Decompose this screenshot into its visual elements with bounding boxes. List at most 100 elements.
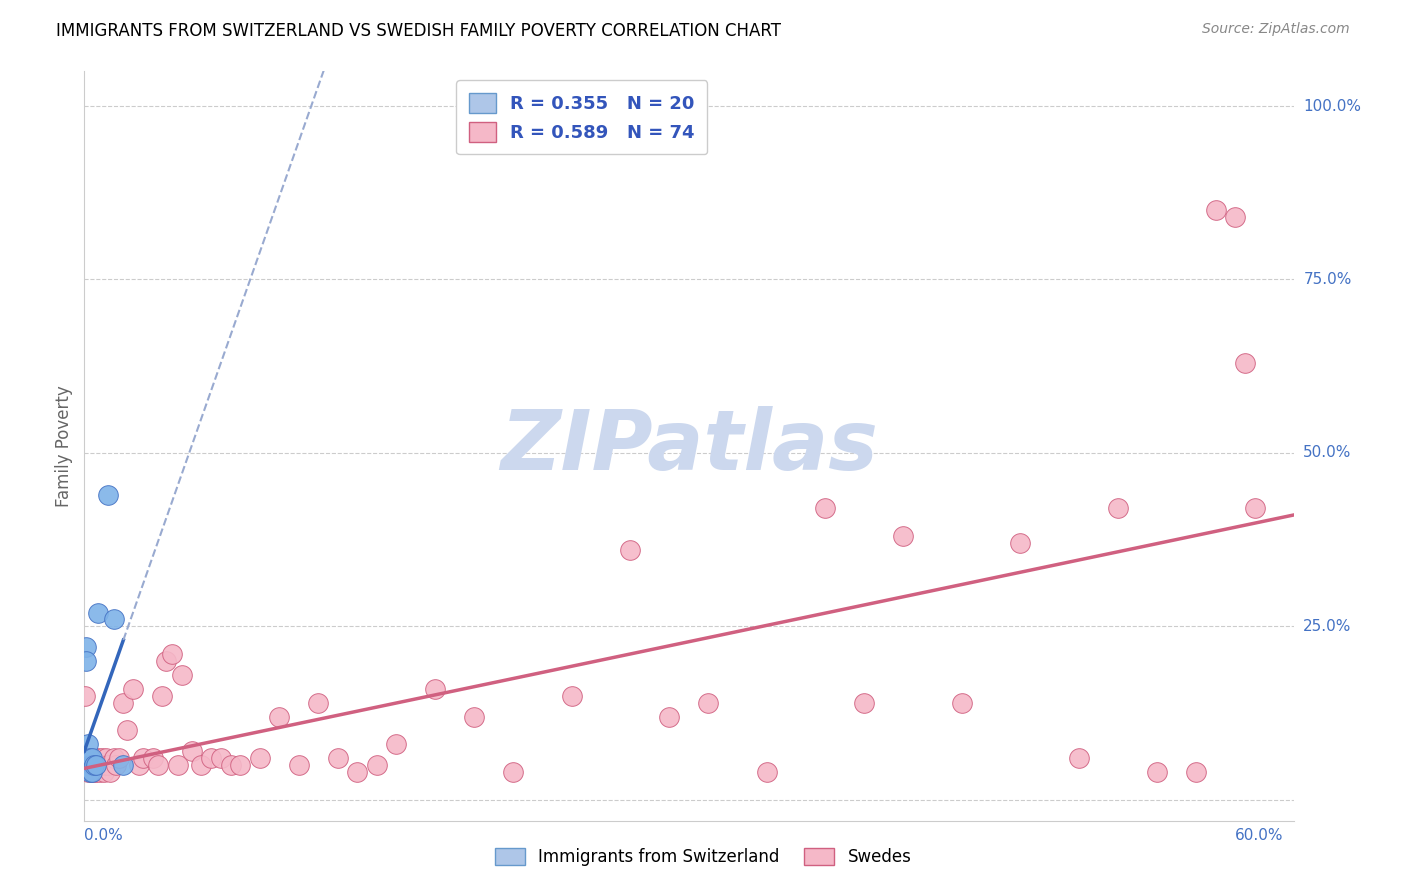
Point [77, 758, 100, 772]
Point [619, 543, 641, 558]
Point [1067, 751, 1090, 765]
Point [77, 751, 100, 765]
Point [79, 751, 101, 765]
Point [83, 758, 105, 772]
Point [200, 751, 222, 765]
Point [83, 751, 105, 765]
Text: 50.0%: 50.0% [1303, 445, 1351, 460]
Point [82, 751, 104, 765]
Point [117, 723, 139, 738]
Point [84, 758, 107, 772]
Point [75, 689, 97, 703]
Text: IMMIGRANTS FROM SWITZERLAND VS SWEDISH FAMILY POVERTY CORRELATION CHART: IMMIGRANTS FROM SWITZERLAND VS SWEDISH F… [56, 22, 782, 40]
Point [366, 758, 388, 772]
Point [79, 758, 101, 772]
Point [658, 709, 681, 723]
Point [75, 751, 97, 765]
Legend: Immigrants from Switzerland, Swedes: Immigrants from Switzerland, Swedes [486, 840, 920, 875]
Point [853, 696, 876, 710]
Point [122, 681, 145, 696]
Point [75, 640, 97, 655]
Point [180, 744, 202, 758]
Point [83, 765, 105, 780]
Point [1205, 203, 1227, 218]
Point [148, 758, 170, 772]
Point [93, 758, 115, 772]
Point [84, 765, 107, 780]
Point [79, 758, 101, 772]
Point [950, 696, 973, 710]
Point [128, 758, 150, 772]
Point [75, 758, 97, 772]
Point [77, 765, 100, 780]
Point [502, 765, 524, 780]
Point [1243, 501, 1265, 516]
Point [155, 654, 177, 668]
Point [209, 751, 232, 765]
Point [132, 751, 155, 765]
Text: ZIPatlas: ZIPatlas [501, 406, 877, 486]
Point [75, 758, 97, 772]
Point [1233, 356, 1256, 370]
Point [103, 751, 125, 765]
Point [893, 529, 915, 543]
Point [77, 758, 100, 772]
Point [219, 758, 242, 772]
Text: Source: ZipAtlas.com: Source: ZipAtlas.com [1202, 22, 1350, 37]
Point [79, 751, 101, 765]
Text: 100.0%: 100.0% [1303, 98, 1361, 113]
Point [82, 758, 104, 772]
Point [82, 765, 104, 780]
Point [87, 758, 110, 772]
Point [89, 758, 111, 772]
Point [79, 765, 101, 780]
Point [82, 758, 104, 772]
Point [108, 751, 131, 765]
Point [97, 487, 120, 501]
Point [190, 758, 212, 772]
Point [93, 765, 115, 780]
Point [142, 751, 165, 765]
Point [75, 654, 97, 668]
Point [463, 709, 485, 723]
Point [288, 758, 311, 772]
Point [1223, 210, 1246, 224]
Point [170, 668, 193, 682]
Text: 25.0%: 25.0% [1303, 619, 1351, 634]
Point [229, 758, 252, 772]
Point [269, 709, 291, 723]
Point [87, 606, 110, 620]
Point [87, 751, 110, 765]
Point [346, 765, 368, 780]
Point [90, 751, 112, 765]
Point [307, 696, 329, 710]
Point [150, 689, 173, 703]
Point [75, 751, 97, 765]
Point [1107, 501, 1129, 516]
Text: 0.0%: 0.0% [84, 828, 124, 843]
Point [82, 765, 104, 780]
Point [755, 765, 778, 780]
Point [561, 689, 583, 703]
Point [112, 758, 135, 772]
Y-axis label: Family Poverty: Family Poverty [55, 385, 73, 507]
Point [77, 758, 100, 772]
Point [103, 612, 125, 626]
Point [160, 647, 183, 661]
Point [697, 696, 720, 710]
Point [385, 737, 408, 751]
Legend: R = 0.355   N = 20, R = 0.589   N = 74: R = 0.355 N = 20, R = 0.589 N = 74 [456, 80, 707, 154]
Point [77, 751, 100, 765]
Point [425, 681, 447, 696]
Text: 75.0%: 75.0% [1303, 272, 1351, 287]
Point [167, 758, 190, 772]
Point [97, 758, 120, 772]
Point [94, 751, 117, 765]
Point [104, 758, 127, 772]
Point [1185, 765, 1208, 780]
Point [112, 696, 135, 710]
Point [1146, 765, 1168, 780]
Point [814, 501, 837, 516]
Point [89, 765, 111, 780]
Point [98, 765, 121, 780]
